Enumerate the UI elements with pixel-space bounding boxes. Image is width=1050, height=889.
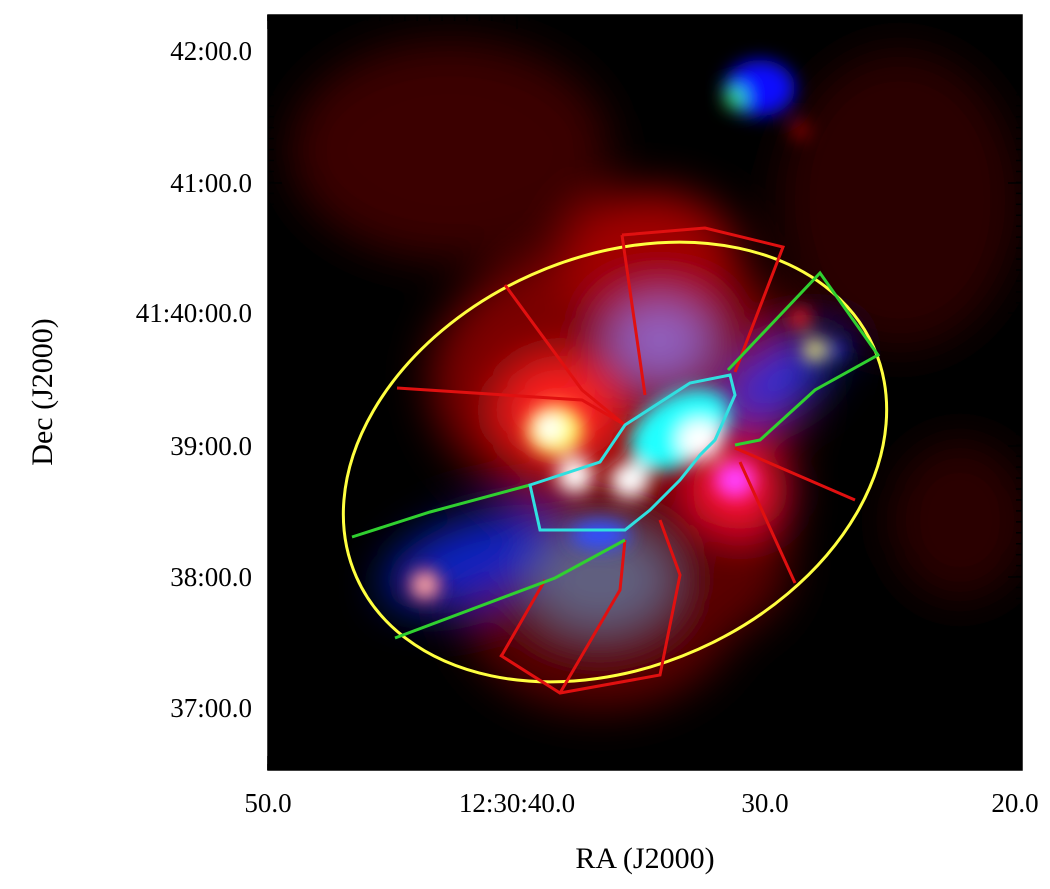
x-tick-label: 20.0	[991, 788, 1038, 818]
tick-labels: 42:00.0 41:00.0 41:40:00.0 39:00.0 38:00.0 37…	[136, 36, 1039, 818]
x-tick-label: 50.0	[244, 788, 291, 818]
ticks	[267, 15, 1022, 770]
regions	[341, 226, 889, 695]
y-tick-label: 41:00.0	[170, 168, 252, 198]
x-tick-label: 12:30:40.0	[459, 788, 575, 818]
y-tick-label: 42:00.0	[170, 36, 252, 66]
y-tick-label: 39:00.0	[170, 431, 252, 461]
x-axis-label: RA (J2000)	[575, 842, 714, 875]
image	[268, 15, 1022, 770]
y-tick-label: 37:00.0	[170, 693, 252, 723]
y-tick-label: 38:00.0	[170, 562, 252, 592]
y-tick-label: 41:40:00.0	[136, 298, 252, 328]
plot-frame	[267, 14, 1023, 771]
y-axis-label: Dec (J2000)	[26, 318, 59, 465]
x-tick-label: 30.0	[741, 788, 788, 818]
